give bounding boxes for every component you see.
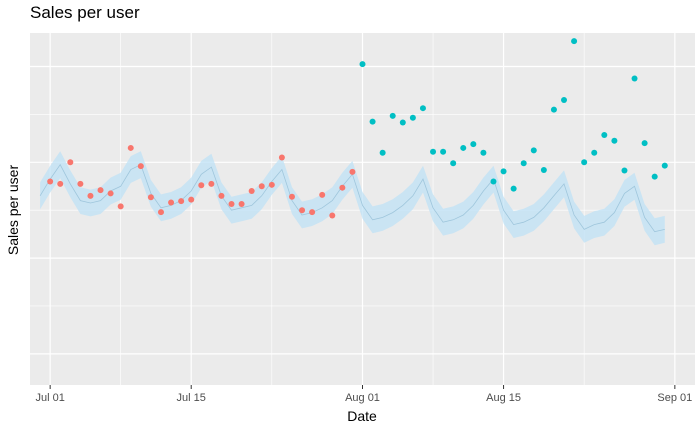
forecast-point <box>540 166 547 173</box>
actual-point <box>107 190 114 197</box>
data-points <box>47 38 668 219</box>
actual-point <box>329 212 336 219</box>
forecast-point <box>430 148 437 155</box>
actual-point <box>339 184 346 191</box>
forecast-point <box>611 137 618 144</box>
forecast-point <box>490 178 497 185</box>
actual-point <box>188 196 195 203</box>
forecast-point <box>409 114 416 121</box>
actual-point <box>218 192 225 199</box>
actual-point <box>238 200 245 207</box>
actual-point <box>319 191 326 198</box>
forecast-point <box>510 185 517 192</box>
x-tick-label: Aug 15 <box>486 392 521 404</box>
forecast-point <box>621 167 628 174</box>
forecast-point <box>419 105 426 112</box>
actual-point <box>127 144 134 151</box>
forecast-point <box>500 168 507 175</box>
actual-point <box>208 180 215 187</box>
x-tick-label: Sep 01 <box>657 392 692 404</box>
actual-point <box>67 159 74 166</box>
forecast-point <box>550 106 557 113</box>
actual-point <box>248 188 255 195</box>
actual-point <box>299 207 306 214</box>
forecast-point <box>369 118 376 125</box>
forecast-point <box>641 140 648 147</box>
actual-point <box>178 198 185 205</box>
forecast-point <box>480 149 487 156</box>
actual-point <box>168 199 175 206</box>
actual-point <box>77 180 84 187</box>
actual-point <box>47 178 54 185</box>
x-tick-label: Jul 01 <box>35 392 64 404</box>
forecast-point <box>591 149 598 156</box>
actual-point <box>278 154 285 161</box>
forecast-point <box>389 112 396 119</box>
forecast-point <box>460 144 467 151</box>
forecast-point <box>571 38 578 45</box>
forecast-point <box>581 159 588 166</box>
confidence-band <box>40 151 665 246</box>
actual-point <box>309 209 316 216</box>
y-axis-title: Sales per user <box>5 165 21 256</box>
actual-point <box>198 182 205 189</box>
actual-point <box>157 209 164 216</box>
forecast-point <box>601 132 608 139</box>
actual-point <box>228 200 235 207</box>
x-axis: Jul 01 Jul 15 Aug 01 Aug 15 Sep 01 <box>35 385 692 404</box>
forecast-point <box>530 147 537 154</box>
x-tick-label: Jul 15 <box>177 392 206 404</box>
x-tick-label: Aug 01 <box>345 392 380 404</box>
actual-point <box>137 163 144 170</box>
actual-point <box>147 194 154 201</box>
actual-point <box>87 192 94 199</box>
actual-point <box>97 187 104 194</box>
actual-point <box>57 180 64 187</box>
x-axis-title: Date <box>347 408 377 424</box>
actual-point <box>258 183 265 190</box>
forecast-point <box>520 160 527 167</box>
forecast-point <box>359 61 366 68</box>
actual-point <box>288 193 295 200</box>
actual-point <box>268 181 275 188</box>
forecast-point <box>651 173 658 180</box>
forecast-point <box>661 162 668 169</box>
forecast-point <box>450 160 457 167</box>
chart-title: Sales per user <box>30 3 140 22</box>
actual-point <box>349 168 356 175</box>
forecast-point <box>561 97 568 104</box>
confidence-ribbon <box>40 151 665 246</box>
forecast-point <box>470 141 477 148</box>
actual-point <box>117 203 124 210</box>
forecast-point <box>631 75 638 82</box>
forecast-point <box>399 119 406 126</box>
forecast-point <box>379 149 386 156</box>
forecast-point <box>440 148 447 155</box>
